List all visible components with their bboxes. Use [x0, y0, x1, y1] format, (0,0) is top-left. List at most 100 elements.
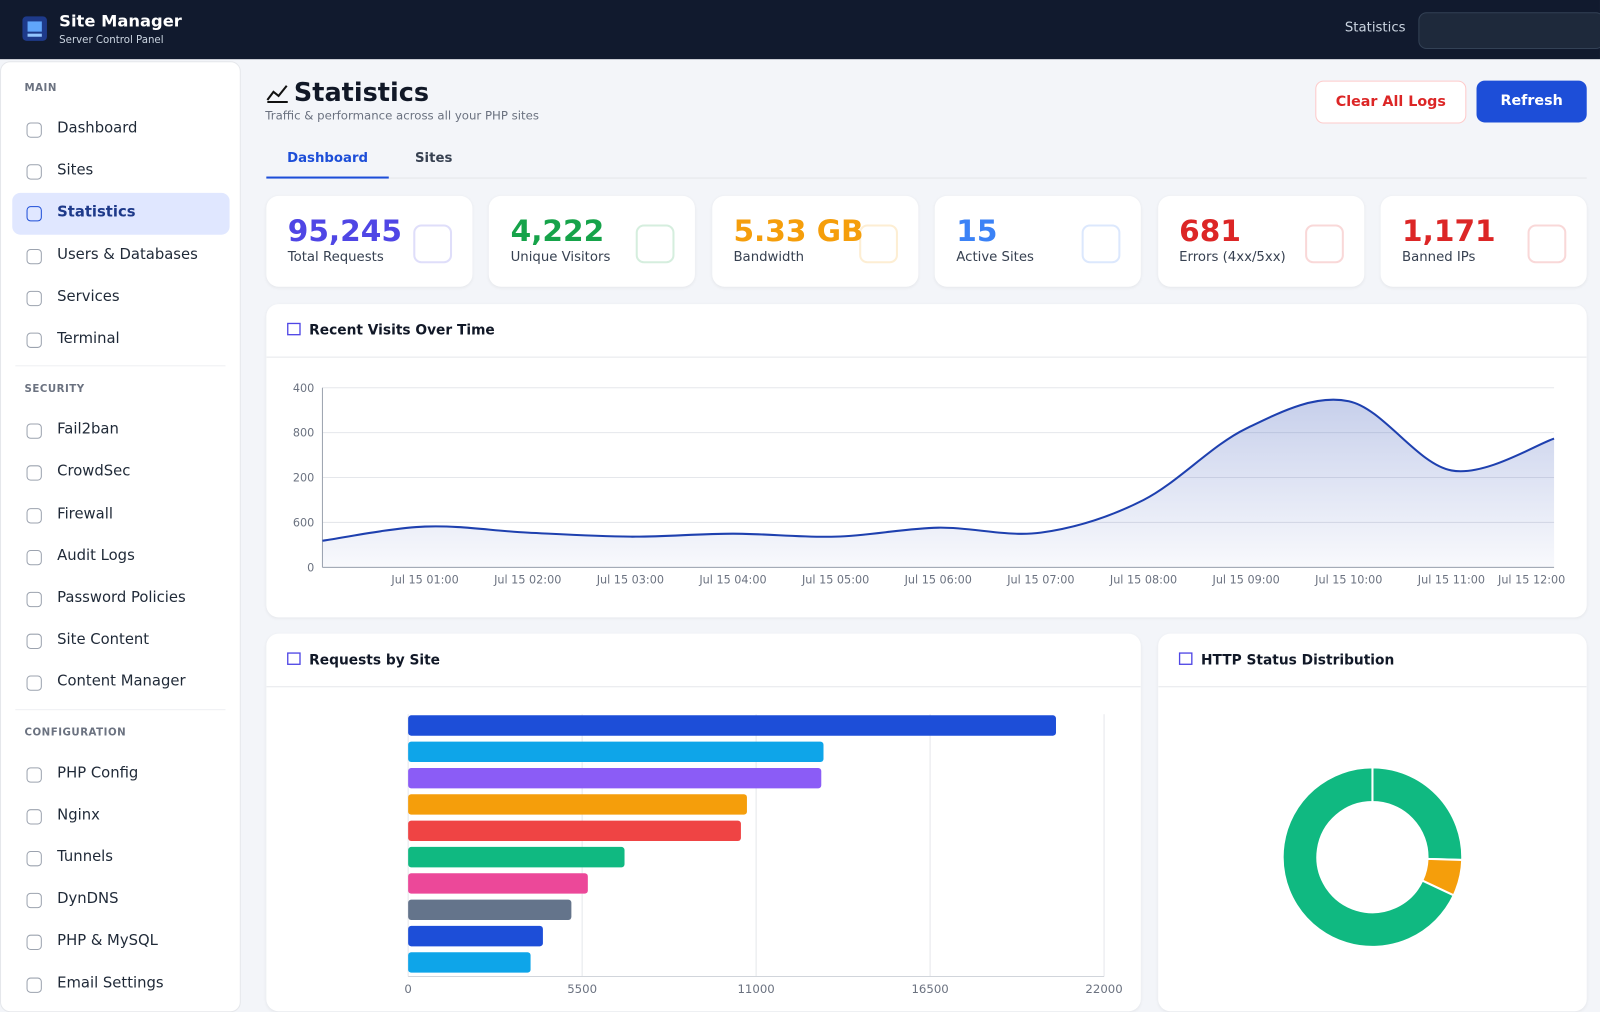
nav-label: Fail2ban — [57, 421, 119, 438]
stat-value: 95,245 — [287, 213, 402, 248]
bar — [408, 873, 588, 894]
nav-label: Password Policies — [57, 589, 186, 607]
nav-item[interactable]: Statistics — [12, 193, 230, 236]
nav-item[interactable]: Site Content — [12, 621, 229, 663]
sidebar: MAIN Dashboard Sites Statistics Users & Data… — [0, 61, 241, 1012]
tab-divider — [266, 177, 1587, 179]
nav-item[interactable]: Dashboard — [12, 109, 229, 151]
stat-value: 681 — [1179, 213, 1241, 248]
clear-logs-button[interactable]: Clear All Logs — [1315, 80, 1467, 124]
nav-icon — [26, 164, 42, 180]
x-tick-label: Jul 15 12:00 — [1497, 574, 1565, 587]
nav-icon — [26, 465, 42, 482]
top-bar: Site Manager Server Control Panel Statis… — [0, 0, 1600, 60]
nav-item[interactable]: PHP Config — [12, 754, 229, 796]
nav-icon — [26, 935, 42, 951]
nav-icon — [26, 808, 42, 825]
nav-icon — [26, 633, 42, 650]
x-tick-label: 22000 — [1085, 982, 1122, 996]
nav-item[interactable]: Users & Databases — [12, 235, 229, 277]
stat-value: 1,171 — [1402, 213, 1496, 248]
section-title: CONFIGURATION — [24, 727, 127, 739]
bar — [408, 952, 531, 973]
nav-item[interactable]: DynDNS — [12, 880, 229, 922]
line-card: Recent Visits Over Time 0 600 200 800 400 Jul … — [266, 304, 1587, 618]
y-tick-label: 400 — [293, 382, 314, 395]
button-label: Clear All Logs — [1335, 93, 1446, 111]
nav-label: Audit Logs — [57, 547, 135, 565]
nav-item[interactable]: Password Policies — [12, 579, 229, 621]
nav-icon — [26, 893, 42, 909]
nav-item[interactable]: Email Settings — [12, 964, 229, 1006]
nav-item[interactable]: PHP & MySQL — [12, 922, 229, 964]
nav-item[interactable]: Nginx — [12, 796, 229, 838]
tab[interactable]: Dashboard — [266, 146, 389, 179]
bar — [408, 820, 741, 842]
stat-card: 95,245 Total Requests — [266, 195, 473, 287]
divider — [15, 708, 226, 710]
x-tick-label: Jul 15 09:00 — [1212, 574, 1280, 587]
nav-icon — [26, 977, 42, 993]
stat-label: Bandwidth — [733, 249, 805, 266]
nav-label: Users & Databases — [57, 246, 198, 263]
nav-item[interactable]: CrowdSec — [12, 452, 229, 494]
section-title: SECURITY — [24, 383, 85, 396]
pie-slice — [1371, 766, 1464, 862]
nav-item[interactable]: Content Manager — [12, 663, 229, 705]
bar — [408, 794, 747, 815]
x-tick-label: Jul 15 04:00 — [698, 574, 766, 587]
nav-item[interactable]: Audit Logs — [12, 537, 229, 579]
nav-item[interactable]: Fail2ban — [12, 410, 229, 452]
nav-label: PHP & MySQL — [57, 933, 158, 950]
nav-item[interactable]: Sites — [12, 151, 229, 193]
section-title: MAIN — [24, 82, 57, 94]
bar — [408, 925, 543, 947]
nav-label: Nginx — [57, 806, 100, 824]
tab[interactable]: Sites — [403, 146, 464, 177]
pie-chart: HTTP Status Distribution — [1158, 652, 1587, 948]
x-tick-label: 0 — [404, 982, 411, 996]
nav-icon — [26, 766, 42, 783]
stat-icon — [858, 224, 898, 264]
stat-card: 5.33 GB Bandwidth — [712, 195, 919, 287]
nav-label: Services — [57, 288, 120, 305]
nav-item[interactable]: Services — [12, 277, 229, 319]
nav-item[interactable]: Tunnels — [12, 838, 229, 880]
header-icon — [1178, 652, 1193, 665]
line — [322, 398, 1555, 542]
bar — [408, 846, 625, 868]
nav-label: Content Manager — [57, 673, 186, 691]
nav-link[interactable]: Statistics — [1344, 20, 1406, 36]
nav-label: Statistics — [57, 204, 136, 221]
nav-label: Email Settings — [57, 975, 164, 992]
page-subtitle: Traffic & performance across all your PH… — [265, 108, 539, 123]
nav-icon — [26, 507, 42, 524]
tab-label: Sites — [414, 151, 453, 167]
nav-item[interactable]: Terminal — [12, 319, 229, 361]
x-tick-label: Jul 15 07:00 — [1006, 574, 1074, 587]
stat-icon — [413, 224, 453, 264]
header-icon — [287, 322, 301, 336]
nav-item[interactable]: Firewall — [12, 494, 229, 536]
nav-label: Sites — [57, 162, 94, 179]
stat-value: 4,222 — [510, 213, 605, 248]
card-title: HTTP Status Distribution — [1201, 652, 1394, 668]
nav-icon — [26, 206, 42, 222]
x-tick-label: Jul 15 06:00 — [904, 574, 972, 587]
x-tick-label: Jul 15 08:00 — [1109, 574, 1177, 587]
refresh-button[interactable]: Refresh — [1476, 80, 1587, 123]
nav-icon — [26, 423, 42, 439]
stat-icon — [1081, 224, 1121, 264]
nav-label: Terminal — [57, 330, 120, 347]
x-tick-label: Jul 15 01:00 — [390, 574, 458, 587]
nav-icon — [26, 332, 42, 348]
x-tick-label: 5500 — [567, 982, 597, 996]
x-tick-label: Jul 15 10:00 — [1314, 574, 1382, 587]
user-menu[interactable] — [1418, 12, 1600, 49]
stat-label: Active Sites — [956, 249, 1034, 266]
x-tick-label: Jul 15 05:00 — [801, 574, 869, 587]
x-tick-label: 16500 — [911, 982, 948, 996]
nav-label: PHP Config — [57, 764, 139, 782]
bar — [408, 767, 822, 789]
